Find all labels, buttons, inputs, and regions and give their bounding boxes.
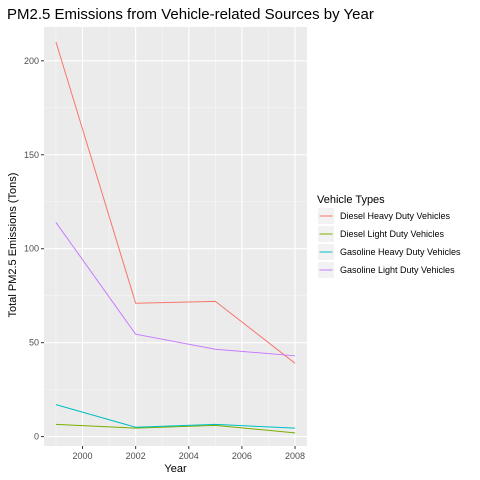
x-tick-label: 2008 — [285, 451, 305, 461]
y-axis: 0 50 100 150 200 — [24, 56, 44, 442]
x-tick-label: 2000 — [73, 451, 93, 461]
y-tick-label: 0 — [34, 432, 39, 442]
x-axis: 2000 2002 2004 2006 2008 — [73, 446, 305, 461]
series-lines — [55, 41, 296, 434]
legend-label-diesel-heavy-duty-vehicles: Diesel Heavy Duty Vehicles — [340, 211, 451, 221]
plot-panel — [44, 27, 307, 446]
y-tick-label: 150 — [24, 150, 39, 160]
legend-label-diesel-light-duty-vehicles: Diesel Light Duty Vehicles — [340, 229, 445, 239]
major-gridlines — [44, 27, 307, 446]
x-axis-title: Year — [164, 463, 187, 475]
chart-title: PM2.5 Emissions from Vehicle-related Sou… — [7, 6, 374, 23]
series-line-gasoline-light-duty-vehicles — [55, 222, 296, 357]
y-axis-title: Total PM2.5 Emissions (Tons) — [7, 173, 19, 318]
x-tick-label: 2002 — [126, 451, 146, 461]
y-tick-label: 100 — [24, 244, 39, 254]
legend-title: Vehicle Types — [317, 194, 385, 206]
legend: Vehicle Types Diesel Heavy Duty Vehicles… — [317, 194, 461, 278]
series-line-gasoline-heavy-duty-vehicles — [55, 404, 296, 429]
legend-label-gasoline-light-duty-vehicles: Gasoline Light Duty Vehicles — [340, 265, 455, 275]
x-tick-label: 2006 — [232, 451, 252, 461]
minor-gridlines — [44, 27, 307, 446]
x-tick-label: 2004 — [179, 451, 199, 461]
legend-label-gasoline-heavy-duty-vehicles: Gasoline Heavy Duty Vehicles — [340, 247, 461, 257]
series-line-diesel-light-duty-vehicles — [55, 423, 296, 434]
y-tick-label: 50 — [29, 338, 39, 348]
y-tick-label: 200 — [24, 56, 39, 66]
series-line-diesel-heavy-duty-vehicles — [55, 41, 296, 364]
